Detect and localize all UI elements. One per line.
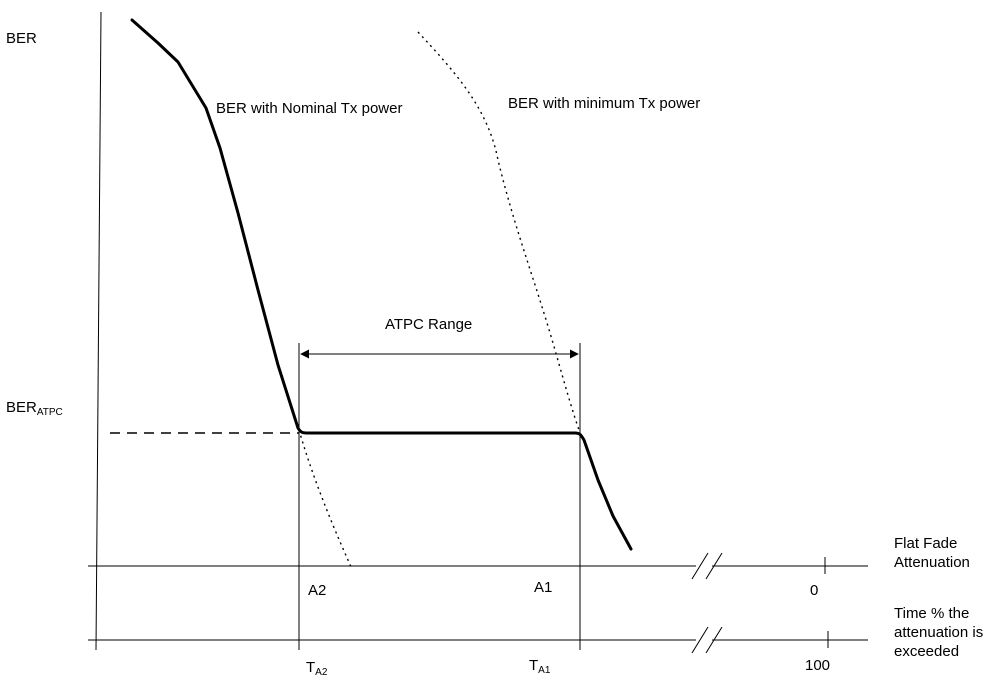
time-mark-ta2: TA2 bbox=[306, 659, 328, 677]
time-mark-ta1: TA1 bbox=[529, 657, 551, 676]
ber-atpc-label-main: BER bbox=[6, 399, 37, 416]
nominal-power-curve-label: BER with Nominal Tx power bbox=[216, 100, 402, 117]
y-axis-label: BER bbox=[6, 30, 37, 47]
time-mark-ta1-sub: A1 bbox=[538, 665, 551, 676]
minimum-power-curve bbox=[417, 31, 581, 434]
ber-atpc-label: BERATPC bbox=[6, 399, 63, 418]
time-mark-ta2-sub: A2 bbox=[315, 667, 328, 677]
time-axis-title-line-2: attenuation is bbox=[894, 624, 983, 641]
time-end-value: 100 bbox=[805, 657, 830, 674]
time-axis-title-line-1: Time % the bbox=[894, 605, 969, 622]
time-axis-title-line-3: exceeded bbox=[894, 643, 959, 660]
attenuation-axis-break-mark bbox=[691, 552, 709, 580]
time-axis-break-mark bbox=[705, 626, 723, 654]
attenuation-axis bbox=[88, 552, 868, 580]
attenuation-mark-a1: A1 bbox=[534, 579, 552, 596]
y-axis-line bbox=[95, 11, 102, 651]
attenuation-axis-title-line-2: Attenuation bbox=[894, 554, 970, 571]
time-mark-ta2-main: T bbox=[306, 659, 315, 676]
time-axis bbox=[88, 626, 868, 654]
time-mark-ta1-main: T bbox=[529, 657, 538, 674]
attenuation-axis-break-mark bbox=[705, 552, 723, 580]
minimum-power-curve-label: BER with minimum Tx power bbox=[508, 95, 700, 112]
atpc-range-label: ATPC Range bbox=[385, 316, 472, 333]
attenuation-axis-title-line-1: Flat Fade bbox=[894, 535, 957, 552]
nominal-power-curve-continuation bbox=[298, 429, 353, 570]
attenuation-end-value: 0 bbox=[810, 582, 818, 599]
time-axis-break-mark bbox=[691, 626, 709, 654]
attenuation-mark-a2: A2 bbox=[308, 582, 326, 599]
ber-atpc-label-sub: ATPC bbox=[37, 407, 63, 418]
nominal-power-curve bbox=[130, 18, 633, 551]
